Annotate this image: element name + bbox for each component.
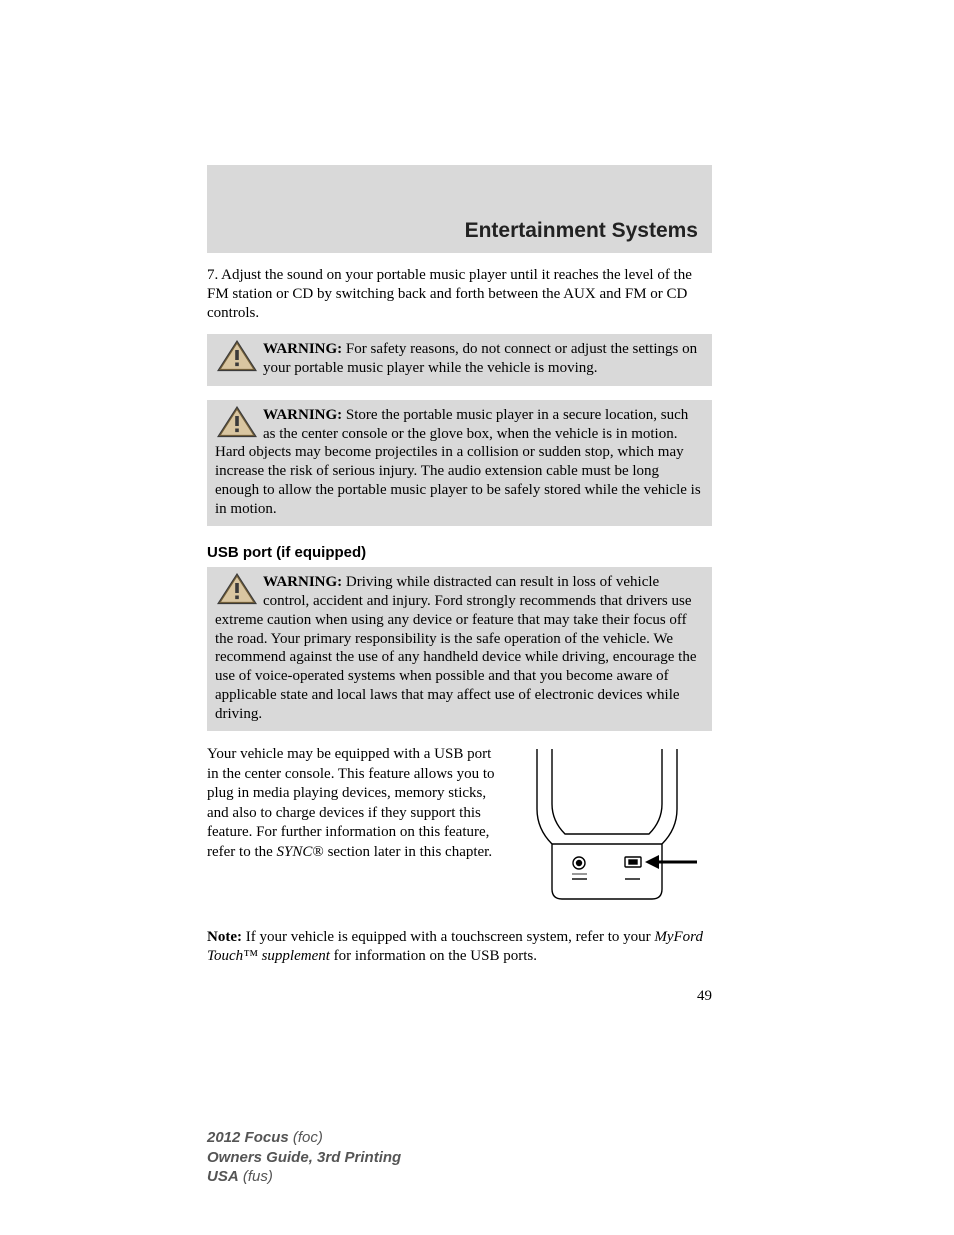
footer-block: 2012 Focus (foc) Owners Guide, 3rd Print… <box>207 1128 712 1187</box>
note-pre: If your vehicle is equipped with a touch… <box>242 929 654 945</box>
chapter-title: Entertainment Systems <box>465 219 698 243</box>
usb-description-text: Your vehicle may be equipped with a USB … <box>207 745 499 862</box>
usb-body-pre: Your vehicle may be equipped with a USB … <box>207 746 495 860</box>
note-paragraph: Note: If your vehicle is equipped with a… <box>207 928 712 966</box>
warning-triangle-icon <box>217 573 257 605</box>
warning-3-text: Driving while distracted can result in l… <box>215 574 697 721</box>
registered-mark: ® <box>312 844 323 860</box>
footer-model: 2012 Focus <box>207 1129 289 1146</box>
warning-2-text: Store the portable music player in a sec… <box>215 407 701 517</box>
warning-label: WARNING: <box>263 407 342 423</box>
page: Entertainment Systems 7. Adjust the soun… <box>0 0 954 1235</box>
footer-line-2: Owners Guide, 3rd Printing <box>207 1148 712 1168</box>
center-console-diagram <box>517 749 712 909</box>
warning-box-3: WARNING: Driving while distracted can re… <box>207 567 712 731</box>
usb-subheading: USB port (if equipped) <box>207 544 712 561</box>
content-column: 7. Adjust the sound on your portable mus… <box>207 260 712 1005</box>
warning-label: WARNING: <box>263 574 342 590</box>
chapter-header: Entertainment Systems <box>207 165 712 253</box>
warning-label: WARNING: <box>263 341 342 357</box>
footer-code-2: (fus) <box>239 1168 273 1185</box>
note-post: for information on the USB ports. <box>330 948 537 964</box>
footer-line-1: 2012 Focus (foc) <box>207 1128 712 1148</box>
page-number: 49 <box>207 988 712 1005</box>
warning-box-2: WARNING: Store the portable music player… <box>207 400 712 527</box>
warning-triangle-icon <box>217 406 257 438</box>
usb-diagram-figure <box>517 745 712 914</box>
sync-text: SYNC <box>277 844 313 860</box>
usb-body-post: section later in this chapter. <box>324 844 492 860</box>
step-7-text: 7. Adjust the sound on your portable mus… <box>207 266 712 322</box>
note-label: Note: <box>207 929 242 945</box>
usb-description-row: Your vehicle may be equipped with a USB … <box>207 745 712 914</box>
footer-code-1: (foc) <box>289 1129 323 1146</box>
footer-region: USA <box>207 1168 239 1185</box>
warning-triangle-icon <box>217 340 257 372</box>
footer-line-3: USA (fus) <box>207 1167 712 1187</box>
warning-box-1: WARNING: For safety reasons, do not conn… <box>207 334 712 386</box>
arrow-icon <box>645 855 697 869</box>
